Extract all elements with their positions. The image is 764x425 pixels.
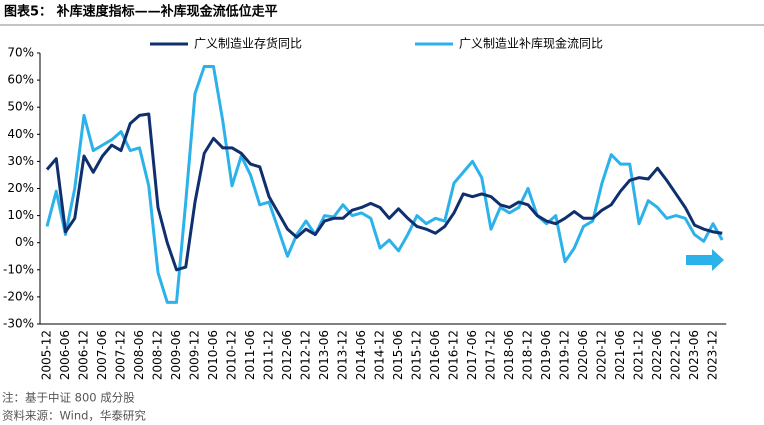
y-tick-label: 10% (7, 208, 34, 222)
y-tick-label: 20% (7, 181, 34, 195)
y-tick-label: -30% (3, 317, 34, 331)
series-line (45, 112, 723, 272)
x-tick-label: 2019-06 (539, 330, 553, 380)
x-tick-label: 2016-12 (447, 330, 461, 380)
arrow (686, 249, 724, 271)
y-tick-label: 70% (7, 46, 34, 60)
x-tick-label: 2006-06 (58, 330, 72, 380)
legend-label: 广义制造业存货同比 (194, 36, 302, 51)
x-tick-label: 2008-06 (132, 330, 146, 380)
x-tick-label: 2009-12 (188, 330, 202, 380)
y-tick-label: 40% (7, 127, 34, 141)
x-tick-label: 2005-12 (40, 330, 54, 380)
x-tick-label: 2023-06 (687, 330, 701, 380)
x-tick-label: 2010-12 (225, 330, 239, 380)
x-tick-label: 2015-06 (391, 330, 405, 380)
x-tick-label: 2014-12 (373, 330, 387, 380)
note: 注：基于中证 800 成分股 (2, 391, 135, 405)
x-tick-label: 2022-06 (650, 330, 664, 380)
x-tick-label: 2018-06 (502, 330, 516, 380)
y-tick-label: -20% (3, 289, 34, 303)
x-tick-label: 2007-06 (95, 330, 109, 380)
x-tick-label: 2012-12 (299, 330, 313, 380)
series-line (45, 65, 724, 304)
x-tick-label: 2013-12 (336, 330, 350, 380)
x-tick-label: 2016-06 (428, 330, 442, 380)
source: 资料来源：Wind，华泰研究 (2, 409, 146, 423)
x-tick-label: 2023-12 (706, 330, 720, 380)
x-tick-label: 2017-06 (465, 330, 479, 380)
y-tick-label: -10% (3, 262, 34, 276)
x-tick-label: 2006-12 (77, 330, 91, 380)
x-tick-label: 2014-06 (354, 330, 368, 380)
x-tick-label: 2021-06 (613, 330, 627, 380)
x-tick-label: 2020-12 (595, 330, 609, 380)
x-tick-label: 2017-12 (484, 330, 498, 380)
x-tick-label: 2012-06 (280, 330, 294, 380)
x-tick-label: 2019-12 (558, 330, 572, 380)
x-tick-label: 2020-06 (576, 330, 590, 380)
y-tick-label: 30% (7, 154, 34, 168)
x-tick-label: 2011-06 (243, 330, 257, 380)
x-tick-label: 2013-06 (317, 330, 331, 380)
x-tick-label: 2007-12 (114, 330, 128, 380)
y-tick-label: 50% (7, 100, 34, 114)
x-tick-label: 2021-12 (632, 330, 646, 380)
x-tick-label: 2011-12 (262, 330, 276, 380)
chart-title: 图表5： 补库速度指标——补库现金流低位走平 (4, 4, 278, 20)
x-tick-label: 2009-06 (169, 330, 183, 380)
x-tick-label: 2015-12 (410, 330, 424, 380)
x-tick-label: 2018-12 (521, 330, 535, 380)
y-tick-label: 0% (15, 235, 34, 249)
x-tick-label: 2022-12 (669, 330, 683, 380)
legend-label: 广义制造业补库现金流同比 (459, 36, 603, 51)
y-tick-label: 60% (7, 73, 34, 87)
x-tick-label: 2010-06 (206, 330, 220, 380)
x-tick-label: 2008-12 (151, 330, 165, 380)
